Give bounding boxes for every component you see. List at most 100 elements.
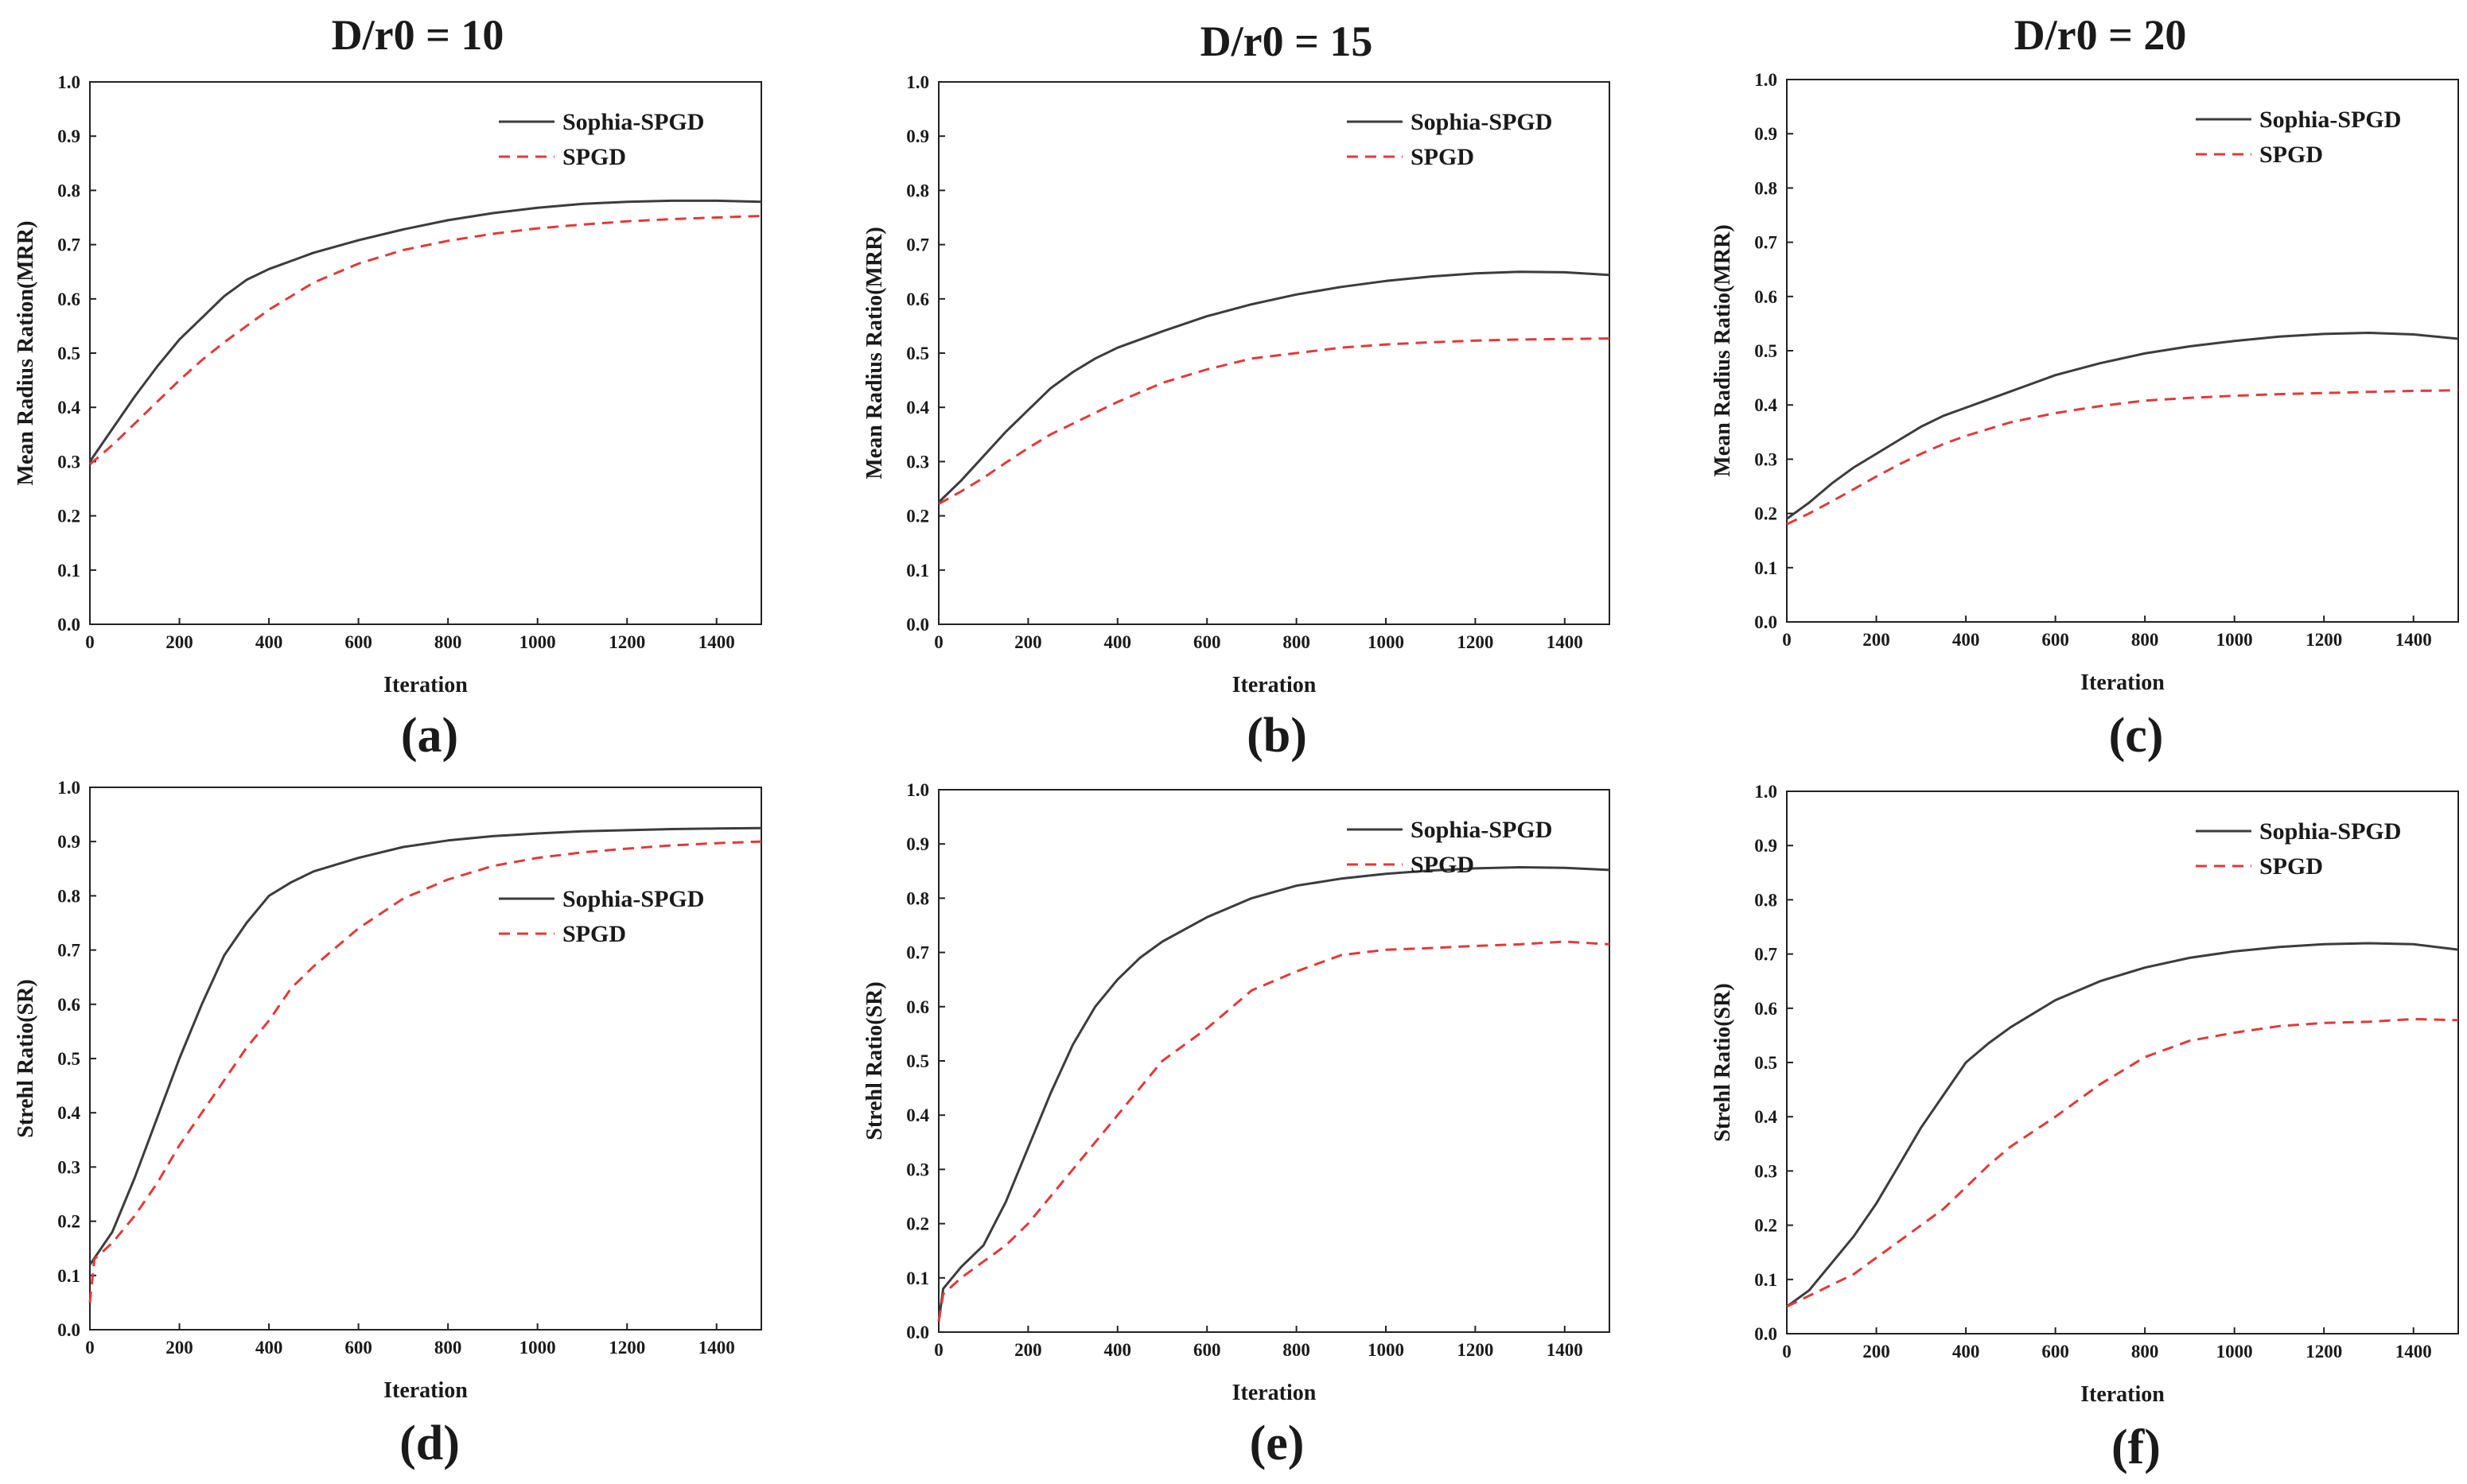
x-axis-label: Iteration	[383, 673, 468, 697]
y-tick-label: 0.0	[57, 615, 80, 635]
x-axis-label: Iteration	[383, 1378, 468, 1403]
x-tick-label: 1400	[1547, 1340, 1583, 1360]
y-tick-label: 0.5	[57, 344, 80, 363]
y-tick-label: 0.0	[1754, 1324, 1777, 1344]
panel-c: 0.0 0.1 0.2 0.3 0.4 0.5 0.6 0.7 0.8 0.9 1.0 0 200 400…	[1710, 70, 2459, 763]
y-axis-label: Strehl Ratio(SR)	[14, 979, 38, 1137]
x-tick-label: 600	[2041, 630, 2069, 650]
y-tick-label: 0.8	[906, 181, 929, 200]
y-tick-label: 0.7	[906, 943, 929, 963]
x-tick-label: 200	[1014, 632, 1042, 652]
series-line-sophia-spgd	[88, 826, 762, 1266]
y-tick-label: 0.0	[57, 1320, 80, 1340]
x-tick-label: 600	[1193, 1340, 1221, 1360]
y-tick-label: 1.0	[906, 780, 929, 800]
y-tick-label: 0.8	[1754, 178, 1777, 198]
y-tick-label: 0.6	[1754, 999, 1777, 1019]
y-tick-label: 0.7	[57, 235, 80, 255]
x-tick-label: 600	[344, 632, 372, 652]
panel-a: 0.0 0.1 0.2 0.3 0.4 0.5 0.6 0.7 0.8 0.9 1.0 0 200 400…	[14, 72, 762, 763]
x-tick-label: 600	[2041, 1342, 2069, 1362]
x-tick-label: 0	[1782, 630, 1792, 650]
x-axis-label: Iteration	[2080, 670, 2165, 695]
x-axis-label: Iteration	[1232, 673, 1317, 697]
legend-label: SPGD	[562, 144, 626, 170]
y-tick-label: 0.8	[57, 886, 80, 906]
plot-frame	[938, 81, 1610, 625]
y-tick-label: 0.1	[57, 1266, 80, 1286]
y-tick-label: 0.3	[57, 1157, 80, 1177]
y-tick-label: 0.9	[906, 834, 929, 854]
y-tick-label: 0.8	[906, 888, 929, 908]
x-tick-label: 1000	[1368, 1340, 1404, 1360]
y-tick-label: 0.2	[57, 1212, 80, 1232]
series-line-spgd	[937, 940, 1610, 1322]
x-tick-label: 400	[1952, 1342, 1980, 1362]
column-title-d-r0-10: D/r0 = 10	[332, 11, 504, 59]
x-tick-label: 1000	[1368, 632, 1404, 652]
panel-label: (f)	[2111, 1420, 2161, 1474]
y-tick-label: 0.4	[57, 1103, 80, 1123]
x-tick-label: 400	[1952, 630, 1980, 650]
x-tick-label: 1000	[519, 632, 556, 652]
y-tick-label: 0.3	[1754, 449, 1777, 469]
y-tick-label: 0.9	[57, 126, 80, 146]
y-tick-label: 0.0	[906, 615, 929, 635]
y-tick-label: 0.4	[906, 398, 929, 418]
x-tick-label: 0	[934, 632, 944, 652]
series-line-sophia-spgd	[937, 270, 1610, 503]
series-line-sophia-spgd	[88, 199, 762, 463]
y-tick-label: 0.8	[1754, 890, 1777, 910]
y-tick-label: 0.0	[1754, 612, 1777, 632]
x-tick-label: 1200	[609, 1338, 645, 1358]
x-tick-label: 1400	[2395, 1342, 2432, 1362]
x-tick-label: 1200	[609, 632, 645, 652]
y-tick-label: 0.9	[1754, 836, 1777, 856]
y-tick-label: 0.4	[906, 1105, 929, 1125]
y-tick-label: 0.5	[57, 1049, 80, 1069]
series-line-sophia-spgd	[1786, 942, 2459, 1308]
x-tick-label: 400	[1104, 1340, 1132, 1360]
y-tick-label: 0.2	[906, 507, 929, 526]
panel-label: (b)	[1247, 709, 1307, 763]
plot-frame	[89, 787, 762, 1331]
x-axis-label: Iteration	[1232, 1381, 1317, 1405]
legend-label: Sophia-SPGD	[562, 109, 704, 135]
x-tick-label: 0	[85, 1338, 95, 1358]
series-line-spgd	[938, 337, 1610, 505]
legend-label: Sophia-SPGD	[2259, 818, 2401, 845]
y-tick-label: 0.7	[57, 941, 80, 961]
y-tick-label: 0.9	[1754, 124, 1777, 144]
x-tick-label: 1200	[1457, 1340, 1493, 1360]
legend-label: Sophia-SPGD	[1411, 817, 1552, 843]
legend-label: SPGD	[2259, 853, 2323, 880]
x-tick-label: 1400	[698, 1338, 735, 1358]
x-tick-label: 1400	[1547, 632, 1583, 652]
y-tick-label: 0.1	[1754, 1270, 1777, 1290]
y-tick-label: 0.2	[906, 1214, 929, 1234]
x-tick-label: 200	[1862, 1342, 1890, 1362]
y-tick-label: 0.1	[1754, 558, 1777, 578]
y-tick-label: 0.7	[906, 235, 929, 255]
series-line-spgd	[1786, 1017, 2459, 1308]
x-tick-label: 400	[255, 1338, 283, 1358]
legend-label: SPGD	[562, 921, 626, 947]
x-tick-label: 1400	[2395, 630, 2432, 650]
y-tick-label: 0.6	[906, 997, 929, 1017]
x-tick-label: 0	[85, 632, 95, 652]
y-tick-label: 0.5	[906, 1051, 929, 1071]
y-tick-label: 1.0	[57, 72, 80, 92]
y-tick-label: 0.7	[1754, 233, 1777, 253]
series-line-spgd	[88, 840, 762, 1303]
x-tick-label: 200	[1862, 630, 1890, 650]
y-tick-label: 0.3	[906, 1160, 929, 1179]
column-title-d-r0-15: D/r0 = 15	[1200, 17, 1373, 65]
y-tick-label: 0.4	[57, 398, 80, 418]
x-tick-label: 200	[165, 632, 193, 652]
x-tick-label: 400	[1104, 632, 1132, 652]
x-tick-label: 600	[1193, 632, 1221, 652]
y-tick-label: 0.3	[1754, 1161, 1777, 1181]
y-tick-label: 0.4	[1754, 1107, 1777, 1127]
panel-label: (e)	[1250, 1416, 1305, 1470]
